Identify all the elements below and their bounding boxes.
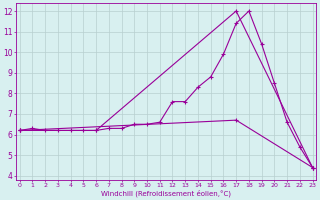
X-axis label: Windchill (Refroidissement éolien,°C): Windchill (Refroidissement éolien,°C) bbox=[101, 190, 231, 197]
